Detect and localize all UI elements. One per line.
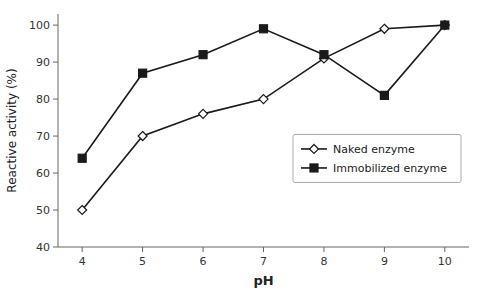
x-tick-label: 9 <box>381 255 388 268</box>
plot-area <box>78 21 450 215</box>
y-tick <box>53 247 58 248</box>
point <box>260 25 268 33</box>
x-tick-label: 5 <box>139 255 146 268</box>
x-tick-label: 4 <box>79 255 86 268</box>
y-tick <box>53 62 58 63</box>
x-tick <box>384 247 385 252</box>
y-tick <box>53 99 58 100</box>
y-tick-label: 60 <box>36 167 50 180</box>
point <box>441 21 449 29</box>
point <box>380 24 389 33</box>
point <box>78 206 87 215</box>
x-tick-label: 10 <box>438 255 452 268</box>
axes: 4 5 6 7 8 9 10 40 50 60 70 80 90 100 <box>29 14 469 268</box>
legend-label: Naked enzyme <box>333 143 415 156</box>
point <box>199 109 208 118</box>
point <box>138 132 147 141</box>
x-tick <box>142 247 143 252</box>
legend-marker <box>310 144 319 153</box>
y-tick-label: 80 <box>36 93 50 106</box>
y-tick-label: 90 <box>36 56 50 69</box>
x-tick <box>263 247 264 252</box>
y-tick <box>53 210 58 211</box>
legend-box <box>293 134 461 182</box>
point <box>139 69 147 77</box>
legend: Naked enzyme Immobilized enzyme <box>293 134 461 182</box>
point <box>320 51 328 59</box>
x-axis-label: pH <box>253 273 273 288</box>
x-tick-label: 7 <box>260 255 267 268</box>
y-tick <box>53 173 58 174</box>
x-tick <box>203 247 204 252</box>
point <box>259 95 268 104</box>
y-axis-line <box>58 14 59 247</box>
point <box>440 21 449 30</box>
x-tick-label: 8 <box>320 255 327 268</box>
point <box>199 51 207 59</box>
x-tick-label: 6 <box>200 255 207 268</box>
y-tick-label: 40 <box>36 241 50 254</box>
y-tick-label: 70 <box>36 130 50 143</box>
legend-marker <box>310 164 318 172</box>
point <box>78 154 86 162</box>
point <box>380 91 388 99</box>
x-tick <box>82 247 83 252</box>
y-tick-label: 100 <box>29 19 50 32</box>
y-tick <box>53 136 58 137</box>
series <box>78 21 450 215</box>
legend-label: Immobilized enzyme <box>333 162 447 175</box>
x-tick <box>444 247 445 252</box>
y-tick <box>53 25 58 26</box>
chart: 4 5 6 7 8 9 10 40 50 60 70 80 90 100 pH Reactive activi… <box>0 0 483 291</box>
y-tick-label: 50 <box>36 204 50 217</box>
y-axis-label: Reactive activity (%) <box>5 68 19 192</box>
x-tick <box>323 247 324 252</box>
